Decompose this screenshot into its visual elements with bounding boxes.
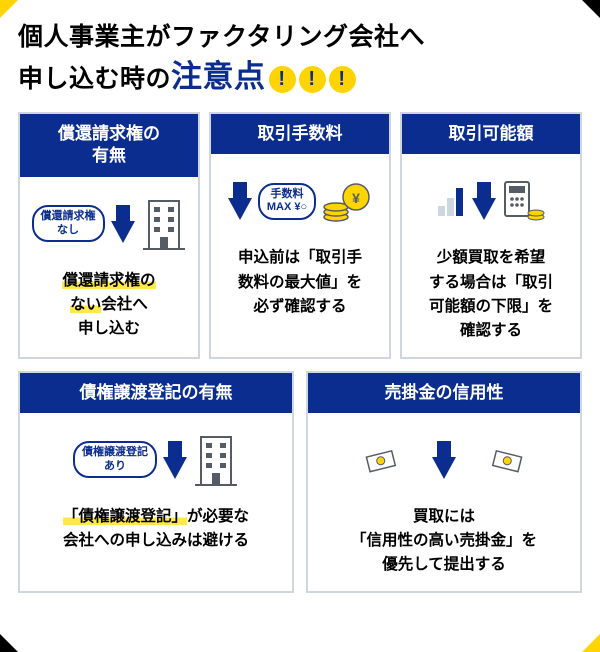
arrow-down-icon	[228, 198, 252, 220]
cash-icon	[362, 440, 426, 480]
card-body: 買取には「信用性の高い売掛金」を優先して提出する	[308, 413, 580, 591]
card-body: 少額買取を希望する場合は「取引可能額の下限」を確認する	[402, 154, 580, 356]
exclamation-icon: !	[269, 66, 296, 93]
arrow-down-icon	[472, 198, 496, 220]
card-row-2: 債権譲渡登記の有無 債権譲渡登記あり 「債権譲渡登記」が必要な会社への申し込みは…	[18, 371, 582, 593]
arrow-down-icon	[163, 457, 187, 479]
card-amount: 取引可能額 少額買取を希望する場合は「取引可能額の下限」を確認する	[400, 112, 582, 358]
card-registration: 債権譲渡登記の有無 債権譲渡登記あり 「債権譲渡登記」が必要な会社への申し込みは…	[18, 371, 294, 593]
card-body: 手数料MAX ¥○ ¥ 申込前は「取引手数料の最大値」を必ず確認する	[211, 154, 389, 356]
badge-fee-max: 手数料MAX ¥○	[258, 183, 316, 219]
card-header: 償還請求権の有無	[20, 114, 198, 176]
bar-chart-icon	[436, 184, 466, 218]
main-title: 個人事業主がファクタリング会社へ 申し込む時の注意点!!!	[18, 20, 582, 98]
exclamation-icon: !	[329, 66, 356, 93]
card-header: 債権譲渡登記の有無	[20, 373, 292, 413]
card-header: 取引手数料	[211, 114, 389, 154]
card-header: 売掛金の信用性	[308, 373, 580, 413]
card-description: 少額買取を希望する場合は「取引可能額の下限」を確認する	[429, 246, 553, 342]
card-description: 買取には「信用性の高い売掛金」を優先して提出する	[351, 505, 537, 577]
title-part: 申し込む時の	[18, 65, 171, 93]
card-body: 債権譲渡登記あり 「債権譲渡登記」が必要な会社への申し込みは避ける	[20, 413, 292, 591]
icon-row: 償還請求権なし	[32, 187, 187, 261]
building-icon	[141, 195, 187, 253]
icon-row: 債権譲渡登記あり	[73, 423, 239, 497]
cash-icon	[462, 440, 526, 480]
card-description: 償還請求権のない会社へ申し込む	[62, 269, 155, 341]
icon-row	[362, 423, 526, 497]
corner-decoration-br	[582, 634, 600, 652]
icon-row	[436, 164, 546, 238]
title-part: がファクタリング会社へ	[146, 23, 426, 51]
arrow-down-icon	[432, 457, 456, 479]
infographic-container: 個人事業主がファクタリング会社へ 申し込む時の注意点!!! 償還請求権の有無 償…	[0, 0, 600, 613]
badge-registration: 債権譲渡登記あり	[73, 441, 157, 477]
card-recourse: 償還請求権の有無 償還請求権なし 償還請求権のない会社へ申し込む	[18, 112, 200, 358]
corner-decoration-bl	[0, 634, 18, 652]
card-header: 取引可能額	[402, 114, 580, 154]
icon-row: 手数料MAX ¥○ ¥	[228, 164, 372, 238]
card-row-1: 償還請求権の有無 償還請求権なし 償還請求権のない会社へ申し込む 取引手数料 手…	[18, 112, 582, 358]
arrow-down-icon	[111, 221, 135, 243]
badge-no-recourse: 償還請求権なし	[32, 205, 105, 241]
card-fee: 取引手数料 手数料MAX ¥○ ¥ 申込前は「取引手数料の最大値」を必ず確認する	[209, 112, 391, 358]
card-body: 償還請求権なし 償還請求権のない会社へ申し込む	[20, 177, 198, 357]
card-description: 申込前は「取引手数料の最大値」を必ず確認する	[238, 246, 362, 318]
card-credibility: 売掛金の信用性 買取には「信用性の高い売掛金」を優先して提出する	[306, 371, 582, 593]
corner-decoration-tr	[582, 0, 600, 18]
title-part: 個人事業主	[18, 23, 146, 51]
svg-text:¥: ¥	[352, 190, 360, 206]
coins-icon: ¥	[322, 177, 372, 225]
exclamation-icon: !	[299, 66, 326, 93]
calculator-coins-icon	[502, 179, 546, 223]
title-emphasis: 注意点	[171, 59, 266, 94]
corner-decoration-tl	[0, 0, 18, 18]
card-description: 「債権譲渡登記」が必要な会社への申し込みは避ける	[63, 505, 249, 553]
building-icon	[193, 431, 239, 489]
